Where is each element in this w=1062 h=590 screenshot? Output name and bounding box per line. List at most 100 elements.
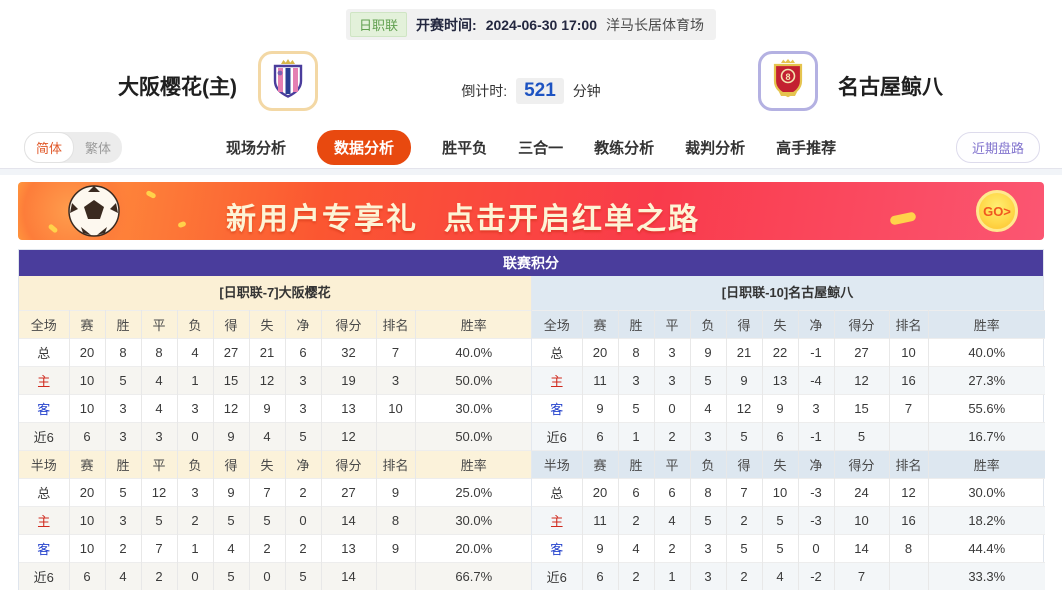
stat-cell: 5: [834, 422, 890, 451]
confetti-decor: [177, 220, 187, 229]
stat-cell: 近6: [19, 562, 70, 590]
stat-cell: 3: [177, 478, 214, 507]
stat-cell: 5: [726, 534, 763, 563]
recent-trend-button[interactable]: 近期盘路: [955, 131, 1040, 163]
stat-cell: 9: [762, 394, 799, 423]
promo-banner[interactable]: 新用户专享礼 点击开启红单之路 GO>: [18, 182, 1044, 240]
stat-cell: -1: [798, 422, 835, 451]
stat-cell: 赛: [582, 310, 619, 339]
stat-cell: 15: [834, 394, 890, 423]
stat-cell: 5: [618, 394, 655, 423]
stat-cell: 10: [69, 506, 106, 535]
tab-6[interactable]: 高手推荐: [776, 139, 837, 157]
tab-5[interactable]: 裁判分析: [685, 139, 746, 157]
go-button[interactable]: GO>: [976, 190, 1018, 232]
stat-cell: 客: [19, 534, 70, 563]
match-header: 大阪樱花(主) 倒计时: 521 分钟 8: [0, 38, 1062, 126]
stat-cell: 半场: [532, 450, 583, 479]
stat-cell: 66.7%: [415, 562, 532, 590]
stat-cell: 胜率: [415, 310, 532, 339]
home-half-header-row: 半场赛胜平负得失净得分 排名 胜率: [19, 450, 532, 479]
stat-cell: 9: [582, 534, 619, 563]
stat-cell: 排名: [889, 450, 929, 479]
stat-cell: 25.0%: [415, 478, 532, 507]
stat-cell: 主: [532, 366, 583, 395]
stat-cell: 27: [321, 478, 377, 507]
tab-3[interactable]: 三合一: [518, 139, 564, 157]
away-team-logo: 8: [758, 51, 818, 111]
stat-cell: 8: [105, 338, 142, 367]
away-half-header-row: 半场赛胜平负得失净得分 排名 胜率: [532, 450, 1045, 479]
kickoff-bar: 日职联 开赛时间: 2024-06-30 17:00 洋马长居体育场: [0, 0, 1062, 40]
stat-cell: 2: [249, 534, 286, 563]
stat-cell: 12: [321, 422, 377, 451]
stat-cell: 1: [177, 534, 214, 563]
stat-cell: 负: [690, 450, 727, 479]
stat-cell: -3: [798, 506, 835, 535]
banner-title-2: 点击开启红单之路: [444, 203, 700, 236]
stat-cell: 客: [532, 534, 583, 563]
stat-cell: 9: [249, 394, 286, 423]
stat-row: 近6 6 1 2 3 5 6 -1 5 16.7%: [532, 422, 1045, 451]
banner-text: 新用户专享礼 点击开启红单之路: [226, 194, 700, 238]
stat-cell: 6: [582, 422, 619, 451]
stat-cell: -2: [798, 562, 835, 590]
stat-cell: 胜: [618, 310, 655, 339]
stat-cell: 负: [177, 310, 214, 339]
swoosh-decor: [889, 211, 917, 226]
home-team-name: 大阪樱花(主): [118, 76, 237, 99]
stat-cell: 1: [654, 562, 691, 590]
stat-row: 主 10 5 4 1 15 12 3 19 3 50.0%: [19, 366, 532, 395]
away-crest-icon: 8: [769, 56, 807, 107]
stat-cell: 16: [889, 366, 929, 395]
stat-cell: 5: [213, 506, 250, 535]
stat-cell: 33.3%: [928, 562, 1045, 590]
stat-cell: 排名: [889, 310, 929, 339]
stat-cell: 失: [249, 310, 286, 339]
stat-cell: 得: [213, 450, 250, 479]
stat-cell: 30.0%: [415, 506, 532, 535]
stat-cell: 4: [654, 506, 691, 535]
stat-cell: 2: [726, 562, 763, 590]
tab-4[interactable]: 教练分析: [594, 139, 655, 157]
stat-cell: 0: [249, 562, 286, 590]
stat-cell: 胜: [105, 310, 142, 339]
lang-simplified-button[interactable]: 简体: [24, 131, 75, 163]
stat-cell: 5: [249, 506, 286, 535]
stat-cell: 3: [654, 366, 691, 395]
stat-cell: 得分: [834, 450, 890, 479]
stat-cell: 失: [762, 450, 799, 479]
kickoff-label: 开赛时间:: [416, 16, 477, 33]
tab-0[interactable]: 现场分析: [226, 139, 287, 157]
stat-cell: 5: [105, 366, 142, 395]
stat-cell: 平: [141, 450, 178, 479]
stat-cell: 20: [69, 338, 106, 367]
stat-cell: -1: [798, 338, 835, 367]
stat-cell: 7: [141, 534, 178, 563]
stat-cell: 近6: [19, 422, 70, 451]
stat-cell: 总: [19, 338, 70, 367]
home-table-header: [日职联-7]大阪樱花: [19, 276, 531, 310]
stat-row: 客 10 3 4 3 12 9 3 13 10 30.0%: [19, 394, 532, 423]
stat-cell: 11: [582, 366, 619, 395]
tab-2[interactable]: 胜平负: [442, 139, 488, 157]
stat-cell: [376, 562, 416, 590]
stat-cell: 44.4%: [928, 534, 1045, 563]
stat-cell: 9: [213, 478, 250, 507]
stat-cell: 14: [321, 562, 377, 590]
stat-cell: 3: [376, 366, 416, 395]
stat-cell: 40.0%: [928, 338, 1045, 367]
home-stats-panel: [日职联-7]大阪樱花 全场赛胜平负得失净得分 排名 胜率总 20 8 8 4 27 21 6 32…: [19, 276, 532, 590]
lang-traditional-button[interactable]: 繁体: [85, 140, 112, 156]
stat-cell: 7: [249, 478, 286, 507]
stat-cell: 50.0%: [415, 422, 532, 451]
tab-1[interactable]: 数据分析: [317, 129, 412, 165]
stat-row: 总 20 8 8 4 27 21 6 32 7 40.0%: [19, 338, 532, 367]
section-title: 联赛积分: [19, 250, 1043, 276]
stat-cell: 9: [690, 338, 727, 367]
stat-cell: 全场: [19, 310, 70, 339]
stat-cell: 2: [618, 506, 655, 535]
stat-cell: 55.6%: [928, 394, 1045, 423]
confetti-decor: [145, 189, 157, 200]
stat-cell: 19: [321, 366, 377, 395]
